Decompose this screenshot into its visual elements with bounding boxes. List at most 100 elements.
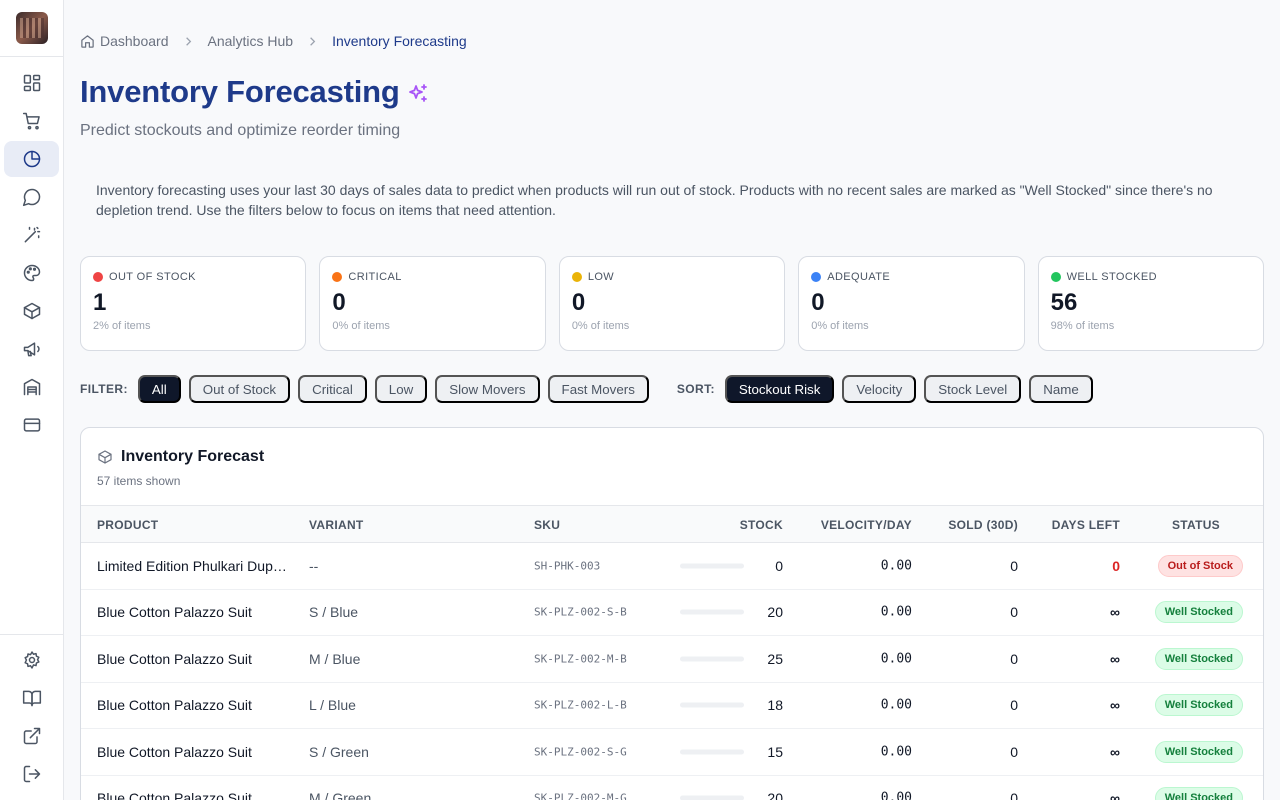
- breadcrumb-label: Dashboard: [100, 33, 169, 49]
- filter-chip-all[interactable]: All: [137, 375, 181, 403]
- status-badge: Out of Stock: [1157, 554, 1243, 577]
- main-content: Dashboard Analytics Hub Inventory Foreca…: [80, 0, 1265, 800]
- velocity-value: 0.00: [880, 558, 912, 574]
- column-header-product[interactable]: PRODUCT: [97, 518, 159, 532]
- sku: SK-PLZ-002-M-G: [534, 791, 627, 800]
- filter-chip-critical[interactable]: Critical: [298, 375, 367, 403]
- sidebar-item-orders[interactable]: [4, 103, 59, 139]
- filter-chip-fast-movers[interactable]: Fast Movers: [547, 375, 649, 403]
- logout-icon: [23, 765, 40, 783]
- sidebar-item-view-store[interactable]: [4, 718, 59, 754]
- column-header-stock[interactable]: STOCK: [739, 518, 783, 532]
- table-row[interactable]: Blue Cotton Palazzo Suit S / Green SK-PLZ-…: [81, 729, 1263, 776]
- product-name[interactable]: Limited Edition Phulkari Dupatta: [97, 557, 287, 574]
- stat-label: OUT OF STOCK: [109, 271, 196, 283]
- palette-icon: [23, 264, 40, 282]
- warehouse-icon: [23, 378, 40, 396]
- table-body: Limited Edition Phulkari Dupatta -- SH-PHK…: [81, 543, 1263, 800]
- sidebar-divider: [0, 56, 64, 57]
- filter-chip-slow-movers[interactable]: Slow Movers: [435, 375, 540, 403]
- dashboard-icon: [23, 74, 40, 92]
- sidebar-item-analytics[interactable]: [4, 141, 59, 177]
- column-header-sold[interactable]: SOLD (30D): [948, 518, 1018, 532]
- sort-label: SORT:: [676, 382, 715, 396]
- product-name[interactable]: Blue Cotton Palazzo Suit: [97, 650, 252, 667]
- stat-card-out-of-stock[interactable]: OUT OF STOCK 1 2% of items: [80, 256, 307, 351]
- days-left-value: 0: [1112, 557, 1120, 574]
- stat-value: 0: [571, 289, 586, 316]
- status-badge: Well Stocked: [1154, 647, 1243, 670]
- stat-card-well-stocked[interactable]: WELL STOCKED 56 98% of items: [1037, 256, 1265, 351]
- stock-value: 20: [767, 790, 783, 800]
- variant: M / Blue: [309, 650, 361, 667]
- sort-chip-name[interactable]: Name: [1029, 375, 1093, 403]
- column-header-velocity[interactable]: VELOCITY/DAY: [820, 518, 912, 532]
- breadcrumb: Dashboard Analytics Hub Inventory Foreca…: [80, 33, 467, 49]
- status-badge: Well Stocked: [1154, 694, 1243, 717]
- sku: SH-PHK-003: [534, 559, 601, 573]
- filter-chip-low[interactable]: Low: [374, 375, 428, 403]
- sidebar-item-marketing[interactable]: [4, 331, 59, 367]
- breadcrumb-current: Inventory Forecasting: [332, 33, 467, 49]
- stock-value: 25: [767, 650, 783, 667]
- items-count: 57 items shown: [97, 474, 181, 488]
- sort-chip-stock-level[interactable]: Stock Level: [924, 375, 1022, 403]
- sort-chip-stockout-risk[interactable]: Stockout Risk: [724, 375, 835, 403]
- column-header-status[interactable]: STATUS: [1171, 518, 1220, 532]
- magic-wand-icon: [24, 226, 40, 243]
- table-row[interactable]: Limited Edition Phulkari Dupatta -- SH-PHK…: [81, 543, 1263, 590]
- product-name[interactable]: Blue Cotton Palazzo Suit: [97, 604, 252, 621]
- stat-card-adequate[interactable]: ADEQUATE 0 0% of items: [798, 256, 1025, 351]
- info-description: Inventory forecasting uses your last 30 …: [96, 182, 1213, 218]
- product-name[interactable]: Blue Cotton Palazzo Suit: [97, 743, 252, 760]
- sidebar-item-settings[interactable]: [4, 642, 59, 678]
- status-dot: [811, 272, 822, 282]
- variant: S / Blue: [309, 604, 359, 621]
- sidebar-divider-bottom: [0, 634, 64, 635]
- sidebar-item-themes[interactable]: [4, 255, 59, 291]
- stat-card-critical[interactable]: CRITICAL 0 0% of items: [319, 256, 546, 351]
- column-header-days-left[interactable]: DAYS LEFT: [1051, 518, 1120, 532]
- external-link-icon: [23, 727, 40, 745]
- days-left-value: ∞: [1110, 697, 1120, 714]
- status-dot: [1050, 272, 1061, 282]
- column-header-sku[interactable]: SKU: [534, 518, 561, 532]
- column-header-variant[interactable]: VARIANT: [309, 518, 364, 532]
- sort-chip-velocity[interactable]: Velocity: [842, 375, 917, 403]
- stat-value: 56: [1050, 289, 1078, 316]
- status-badge: Well Stocked: [1154, 601, 1243, 624]
- product-name[interactable]: Blue Cotton Palazzo Suit: [97, 790, 252, 800]
- sold-value: 0: [1010, 650, 1018, 667]
- chat-icon: [22, 188, 40, 207]
- filter-chip-out-of-stock[interactable]: Out of Stock: [188, 375, 291, 403]
- stat-percent: 0% of items: [332, 320, 390, 332]
- sidebar-item-billing[interactable]: [4, 407, 59, 443]
- store-logo[interactable]: [16, 12, 48, 44]
- sidebar-item-logout[interactable]: [4, 756, 59, 792]
- table-row[interactable]: Blue Cotton Palazzo Suit M / Blue SK-PLZ-0…: [81, 636, 1263, 683]
- stock-level-bar: [680, 702, 744, 708]
- sidebar-item-products[interactable]: [4, 293, 59, 329]
- table-row[interactable]: Blue Cotton Palazzo Suit S / Blue SK-PLZ-0…: [81, 590, 1263, 636]
- sku: SK-PLZ-002-L-B: [534, 698, 627, 712]
- stock-level-bar: [680, 656, 744, 662]
- status-dot: [332, 272, 343, 282]
- sidebar-item-docs[interactable]: [4, 680, 59, 716]
- table-row[interactable]: Blue Cotton Palazzo Suit M / Green SK-PLZ-…: [81, 776, 1263, 800]
- sidebar-item-dashboard[interactable]: [4, 65, 59, 101]
- sidebar-item-messages[interactable]: [4, 179, 59, 215]
- sold-value: 0: [1010, 604, 1018, 621]
- chevron-right-icon: [305, 34, 320, 49]
- stat-percent: 0% of items: [811, 320, 869, 332]
- velocity-value: 0.00: [880, 744, 912, 760]
- breadcrumb-analytics-hub[interactable]: Analytics Hub: [208, 33, 294, 49]
- table-row[interactable]: Blue Cotton Palazzo Suit L / Blue SK-PLZ-0…: [81, 683, 1263, 729]
- stat-card-low[interactable]: LOW 0 0% of items: [558, 256, 786, 351]
- sold-value: 0: [1010, 557, 1018, 574]
- breadcrumb-dashboard[interactable]: Dashboard: [80, 33, 169, 49]
- product-name[interactable]: Blue Cotton Palazzo Suit: [97, 697, 252, 714]
- sidebar-item-ai-tools[interactable]: [4, 217, 59, 253]
- chevron-right-icon: [181, 34, 196, 49]
- sidebar-item-warehouse[interactable]: [4, 369, 59, 405]
- stock-value: 0: [775, 557, 783, 574]
